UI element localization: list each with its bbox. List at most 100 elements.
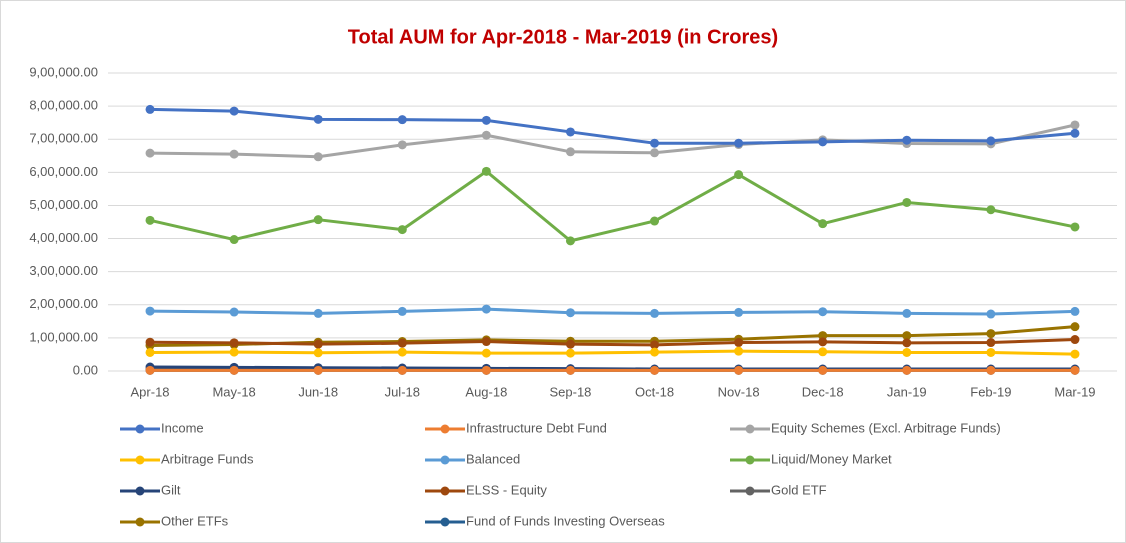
data-point bbox=[397, 115, 407, 125]
data-point bbox=[313, 114, 323, 124]
data-point bbox=[734, 170, 744, 180]
data-point bbox=[1070, 322, 1080, 332]
y-tick-label: 9,00,000.00 bbox=[29, 64, 98, 79]
series-line bbox=[150, 307, 1076, 316]
data-point bbox=[313, 152, 323, 162]
data-point bbox=[565, 308, 575, 318]
x-tick-label: Apr-18 bbox=[131, 384, 170, 399]
data-point bbox=[397, 225, 407, 235]
data-point bbox=[145, 347, 155, 357]
x-tick-label: Oct-18 bbox=[635, 384, 674, 399]
data-point bbox=[650, 340, 660, 350]
data-point bbox=[650, 138, 660, 148]
data-point bbox=[902, 135, 912, 145]
legend-label: Fund of Funds Investing Overseas bbox=[466, 513, 665, 528]
series-line bbox=[150, 349, 1075, 356]
data-point bbox=[734, 138, 744, 148]
legend-marker bbox=[745, 455, 755, 465]
legend-marker bbox=[745, 424, 755, 434]
data-point bbox=[313, 215, 323, 225]
data-point bbox=[145, 306, 155, 316]
data-point bbox=[902, 347, 912, 357]
data-point bbox=[818, 365, 828, 375]
data-point bbox=[229, 106, 239, 116]
data-point bbox=[650, 365, 660, 375]
data-point bbox=[986, 309, 996, 319]
data-point bbox=[818, 331, 828, 341]
legend-marker bbox=[745, 486, 755, 496]
y-tick-label: 1,00,000.00 bbox=[29, 329, 98, 344]
data-point bbox=[229, 235, 239, 245]
x-tick-label: Feb-19 bbox=[970, 384, 1011, 399]
data-point bbox=[986, 136, 996, 146]
data-point bbox=[145, 215, 155, 225]
legend-marker bbox=[440, 455, 450, 465]
legend-label: Income bbox=[161, 420, 204, 435]
x-tick-label: Jan-19 bbox=[887, 384, 927, 399]
data-point bbox=[565, 339, 575, 349]
data-point bbox=[397, 140, 407, 150]
data-point bbox=[397, 365, 407, 375]
data-point bbox=[481, 166, 491, 176]
data-point bbox=[481, 304, 491, 314]
series-line bbox=[150, 107, 1076, 145]
x-tick-label: Sep-18 bbox=[549, 384, 591, 399]
data-point bbox=[650, 308, 660, 318]
data-point bbox=[313, 365, 323, 375]
data-point bbox=[902, 331, 912, 341]
data-point bbox=[397, 306, 407, 316]
data-point bbox=[313, 339, 323, 349]
chart-title: Total AUM for Apr-2018 - Mar-2019 (in Cr… bbox=[348, 26, 778, 48]
data-point bbox=[565, 236, 575, 246]
data-point bbox=[397, 347, 407, 357]
data-point bbox=[481, 337, 491, 347]
x-tick-label: Jul-18 bbox=[385, 384, 420, 399]
data-point bbox=[650, 148, 660, 158]
data-point bbox=[1070, 128, 1080, 138]
legend-marker bbox=[440, 517, 450, 527]
data-point bbox=[229, 365, 239, 375]
data-point bbox=[145, 365, 155, 375]
data-point bbox=[313, 348, 323, 358]
data-point bbox=[229, 149, 239, 159]
data-point bbox=[397, 338, 407, 348]
legend-marker bbox=[135, 517, 145, 527]
data-point bbox=[229, 307, 239, 317]
legend-label: ELSS - Equity bbox=[466, 482, 547, 497]
legend-marker bbox=[135, 486, 145, 496]
legend-marker bbox=[440, 486, 450, 496]
data-point bbox=[902, 197, 912, 207]
y-tick-label: 5,00,000.00 bbox=[29, 197, 98, 212]
x-tick-label: May-18 bbox=[212, 384, 255, 399]
series-line bbox=[150, 123, 1076, 159]
x-tick-label: Jun-18 bbox=[298, 384, 338, 399]
data-point bbox=[986, 338, 996, 348]
y-tick-label: 4,00,000.00 bbox=[29, 230, 98, 245]
data-point bbox=[818, 307, 828, 317]
legend-marker bbox=[135, 424, 145, 434]
legend-label: Gold ETF bbox=[771, 482, 827, 497]
data-point bbox=[565, 348, 575, 358]
data-point bbox=[481, 130, 491, 140]
legend-marker bbox=[440, 424, 450, 434]
data-point bbox=[902, 365, 912, 375]
data-point bbox=[565, 127, 575, 137]
data-point bbox=[145, 104, 155, 114]
data-point bbox=[818, 137, 828, 147]
legend-label: Equity Schemes (Excl. Arbitrage Funds) bbox=[771, 420, 1001, 435]
data-point bbox=[986, 347, 996, 357]
legend-label: Arbitrage Funds bbox=[161, 451, 254, 466]
legend-label: Liquid/Money Market bbox=[771, 451, 892, 466]
data-point bbox=[986, 205, 996, 215]
y-tick-label: 8,00,000.00 bbox=[29, 98, 98, 113]
y-tick-label: 0.00 bbox=[73, 362, 98, 377]
data-point bbox=[481, 348, 491, 358]
data-point bbox=[734, 307, 744, 317]
legend-label: Balanced bbox=[466, 451, 520, 466]
data-point bbox=[313, 308, 323, 318]
data-point bbox=[986, 329, 996, 339]
data-point bbox=[229, 338, 239, 348]
data-point bbox=[650, 216, 660, 226]
legend-label: Other ETFs bbox=[161, 513, 229, 528]
